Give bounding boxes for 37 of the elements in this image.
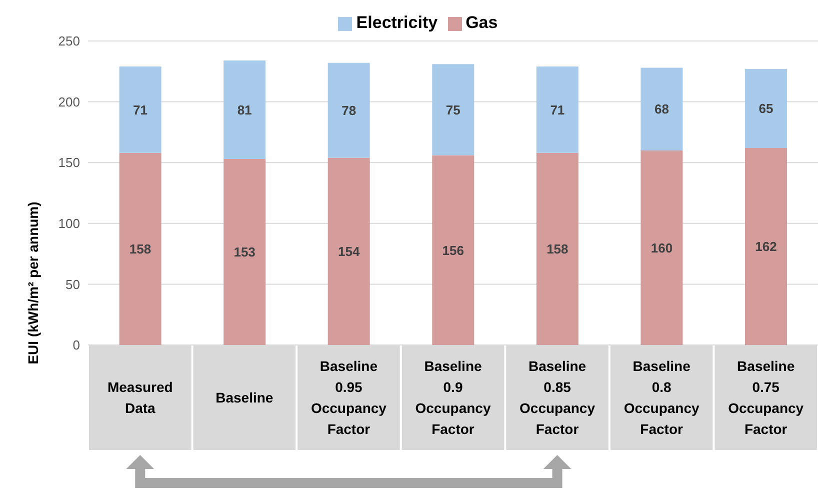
bar [224,60,266,159]
x-tick-label: Baseline 0.75 Occupancy Factor [728,358,804,437]
data-label: 162 [755,239,777,254]
data-label: 158 [129,242,152,257]
bar [432,64,474,156]
y-tick-label: 100 [58,216,80,232]
data-label: 65 [758,101,774,116]
x-tick-label: Baseline 0.9 Occupancy Factor [415,358,491,437]
data-label: 68 [654,102,669,117]
y-tick-label: 250 [58,34,80,49]
data-label: 71 [550,102,565,118]
y-tick-label: 0 [72,338,80,353]
data-label: 75 [446,102,460,118]
x-tick-label: Baseline 0.8 Occupancy Factor [624,358,700,437]
y-axis-title: EUI (kWh/m² per annum) [24,202,41,364]
data-label: 158 [546,242,568,257]
bar [119,66,162,153]
data-label: 153 [234,244,256,260]
x-tick-label: Baseline 0.95 Occupancy Factor [310,358,387,437]
data-label: 71 [133,102,148,118]
y-tick-label: 150 [58,155,80,170]
x-tick-label: Measured Data [107,379,173,416]
data-label: 78 [342,102,356,118]
x-tick-label: Baseline 0.85 Occupancy Factor [520,358,596,437]
bar [328,62,370,158]
x-tick-label: Baseline [216,390,274,406]
y-tick-label: 200 [58,94,80,110]
bar [640,68,683,150]
bar [745,68,787,148]
legend-label: Gas [466,13,498,32]
data-label: 160 [650,240,673,256]
legend-label: Electricity [356,13,438,32]
data-label: 81 [237,102,252,118]
data-label: 154 [338,244,360,259]
bar [536,66,578,153]
data-label: 156 [442,242,464,258]
y-tick-label: 50 [66,276,80,292]
